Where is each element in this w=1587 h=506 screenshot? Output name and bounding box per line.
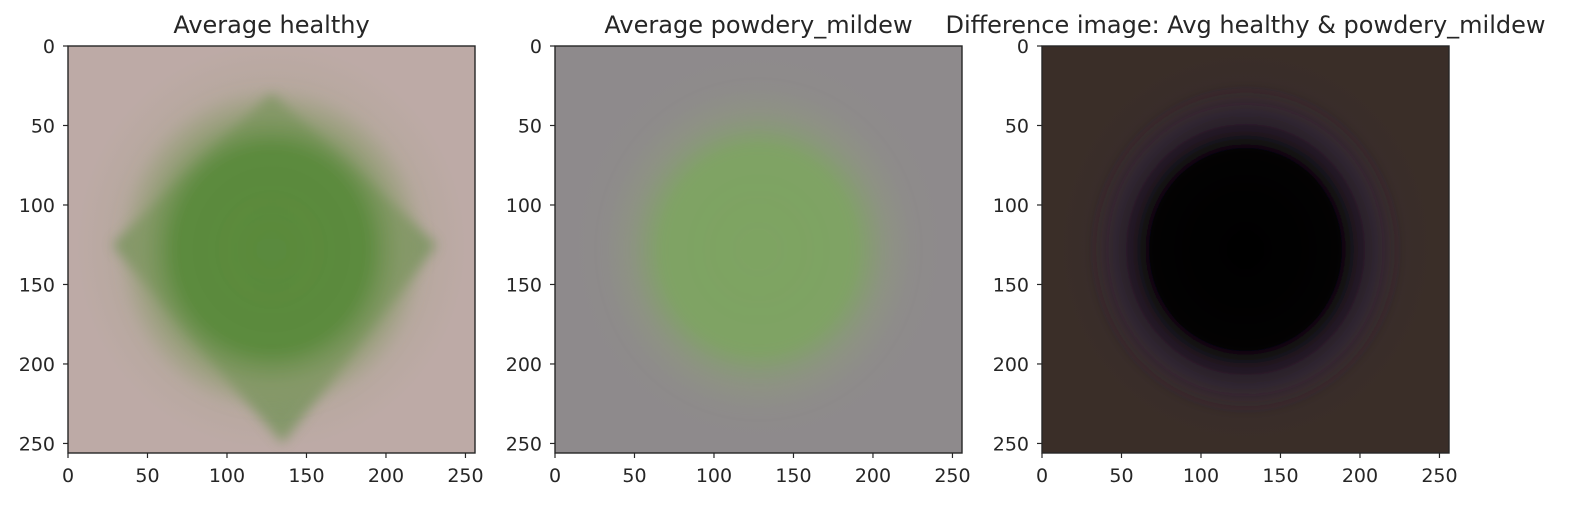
y-tick-label: 0 bbox=[1017, 36, 1029, 58]
x-tick-label: 0 bbox=[62, 465, 74, 487]
x-tick-label: 0 bbox=[549, 465, 561, 487]
x-tick-label: 200 bbox=[368, 465, 404, 487]
leaf-body bbox=[1090, 86, 1401, 413]
image-1 bbox=[68, 46, 475, 453]
leaf-body bbox=[116, 86, 427, 413]
panel-3: Difference image: Avg healthy & powdery_… bbox=[945, 11, 1545, 487]
y-tick-label: 150 bbox=[506, 274, 542, 296]
y-tick-label: 50 bbox=[31, 115, 55, 137]
y-tick-label: 250 bbox=[506, 433, 542, 455]
y-tick-label: 50 bbox=[1005, 115, 1029, 137]
y-tick-label: 200 bbox=[506, 354, 542, 376]
y-tick-label: 150 bbox=[993, 274, 1029, 296]
y-tick-label: 250 bbox=[19, 433, 55, 455]
y-tick-label: 100 bbox=[993, 195, 1029, 217]
x-tick-label: 100 bbox=[1183, 465, 1219, 487]
x-tick-label: 100 bbox=[696, 465, 732, 487]
y-tick-label: 250 bbox=[993, 433, 1029, 455]
x-tick-label: 200 bbox=[1342, 465, 1378, 487]
image-2 bbox=[555, 46, 962, 453]
axes-frame bbox=[67, 45, 476, 454]
y-tick-label: 200 bbox=[19, 354, 55, 376]
panel-2: Average powdery_mildew 0 50 100 150 200 250 0 50… bbox=[506, 11, 971, 487]
axes-frame bbox=[1041, 45, 1450, 454]
panel-1: Average healthy 0 50 100 150 200 250 0 50 100 150 2… bbox=[19, 11, 484, 487]
panel-title: Average healthy bbox=[173, 11, 369, 39]
x-tick-label: 150 bbox=[288, 465, 324, 487]
x-tick-label: 250 bbox=[447, 465, 483, 487]
x-tick-label: 150 bbox=[775, 465, 811, 487]
x-tick-label: 50 bbox=[622, 465, 646, 487]
x-tick-label: 150 bbox=[1262, 465, 1298, 487]
x-tick-label: 0 bbox=[1036, 465, 1048, 487]
y-tick-label: 200 bbox=[993, 354, 1029, 376]
y-tick-label: 100 bbox=[19, 195, 55, 217]
x-tick-label: 100 bbox=[209, 465, 245, 487]
y-tick-label: 0 bbox=[530, 36, 542, 58]
panel-title: Difference image: Avg healthy & powdery_… bbox=[945, 11, 1545, 39]
leaf-body bbox=[603, 86, 914, 413]
y-tick-label: 150 bbox=[19, 274, 55, 296]
y-tick-label: 100 bbox=[506, 195, 542, 217]
panel-title: Average powdery_mildew bbox=[604, 11, 912, 39]
x-tick-label: 50 bbox=[135, 465, 159, 487]
x-tick-label: 250 bbox=[934, 465, 970, 487]
x-tick-label: 50 bbox=[1109, 465, 1133, 487]
image-3 bbox=[1042, 46, 1449, 453]
x-tick-label: 250 bbox=[1421, 465, 1457, 487]
y-tick-label: 0 bbox=[43, 36, 55, 58]
axes-frame bbox=[554, 45, 963, 454]
y-tick-label: 50 bbox=[518, 115, 542, 137]
x-tick-label: 200 bbox=[855, 465, 891, 487]
